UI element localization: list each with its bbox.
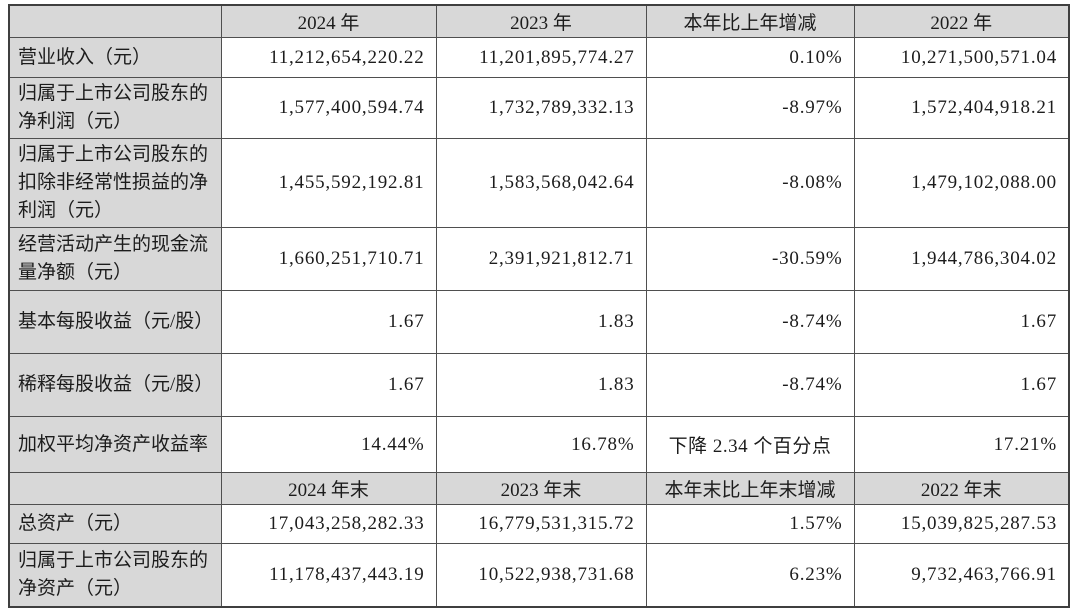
value-cell: 1.83 bbox=[435, 353, 647, 417]
row-label: 营业收入（元） bbox=[8, 37, 222, 78]
value-cell: -30.59% bbox=[645, 227, 855, 291]
table-row: 经营活动产生的现金流量净额（元） 1,660,251,710.71 2,391,92… bbox=[8, 227, 1070, 291]
column-header: 2024 年 bbox=[220, 4, 437, 38]
value-cell: 16,779,531,315.72 bbox=[435, 504, 647, 544]
value-cell: -8.74% bbox=[645, 290, 855, 354]
value-cell: 1,479,102,088.00 bbox=[853, 138, 1070, 228]
table-row: 归属于上市公司股东的净利润（元） 1,577,400,594.74 1,732,78… bbox=[8, 77, 1070, 139]
row-label: 归属于上市公司股东的扣除非经常性损益的净利润（元） bbox=[8, 138, 222, 228]
value-cell: 1,572,404,918.21 bbox=[853, 77, 1070, 139]
column-header: 2023 年末 bbox=[435, 472, 647, 505]
column-header: 2023 年 bbox=[435, 4, 647, 38]
value-cell: 10,271,500,571.04 bbox=[853, 37, 1070, 78]
value-cell: 14.44% bbox=[220, 416, 437, 473]
value-cell: -8.08% bbox=[645, 138, 855, 228]
corner-cell bbox=[8, 4, 222, 38]
table-body: 2024 年 2023 年本年比上年增减 2022 年营业收入（元） 11,212,6… bbox=[8, 4, 1070, 607]
row-label: 归属于上市公司股东的净资产（元） bbox=[8, 543, 222, 607]
table-header-row: 2024 年末 2023 年末 本年末比上年末增减 2022 年末 bbox=[8, 472, 1070, 505]
row-label: 经营活动产生的现金流量净额（元） bbox=[8, 227, 222, 291]
table-header-row: 2024 年 2023 年本年比上年增减 2022 年 bbox=[8, 4, 1070, 38]
table-row: 归属于上市公司股东的净资产（元） 11,178,437,443.19 10,522,… bbox=[8, 543, 1070, 607]
value-cell: 10,522,938,731.68 bbox=[435, 543, 647, 607]
table-row: 加权平均净资产收益率 14.44% 16.78% 下降 2.34 个百分点 17.21% bbox=[8, 416, 1070, 473]
value-cell: 1,577,400,594.74 bbox=[220, 77, 437, 139]
table-row: 总资产（元） 17,043,258,282.33 16,779,531,315.72… bbox=[8, 504, 1070, 544]
column-header: 2022 年末 bbox=[853, 472, 1070, 505]
value-cell: 1.67 bbox=[853, 353, 1070, 417]
value-cell: 1,660,251,710.71 bbox=[220, 227, 437, 291]
value-cell: 17,043,258,282.33 bbox=[220, 504, 437, 544]
value-cell: 11,201,895,774.27 bbox=[435, 37, 647, 78]
table-row: 营业收入（元） 11,212,654,220.22 11,201,895,774.2… bbox=[8, 37, 1070, 78]
value-cell: 1,944,786,304.02 bbox=[853, 227, 1070, 291]
row-label: 加权平均净资产收益率 bbox=[8, 416, 222, 473]
value-cell: 1.67 bbox=[220, 353, 437, 417]
financial-summary-table: 2024 年 2023 年本年比上年增减 2022 年营业收入（元） 11,212,6… bbox=[8, 4, 1070, 608]
value-cell: 2,391,921,812.71 bbox=[435, 227, 647, 291]
value-cell: 0.10% bbox=[645, 37, 855, 78]
value-cell: 1.83 bbox=[435, 290, 647, 354]
table-row: 归属于上市公司股东的扣除非经常性损益的净利润（元） 1,455,592,192.8… bbox=[8, 138, 1070, 228]
value-cell: 16.78% bbox=[435, 416, 647, 473]
row-label: 基本每股收益（元/股） bbox=[8, 290, 222, 354]
value-cell: 17.21% bbox=[853, 416, 1070, 473]
value-cell: 1.67 bbox=[220, 290, 437, 354]
value-cell: 11,178,437,443.19 bbox=[220, 543, 437, 607]
value-cell: 6.23% bbox=[645, 543, 855, 607]
value-cell: -8.74% bbox=[645, 353, 855, 417]
value-cell: 1,455,592,192.81 bbox=[220, 138, 437, 228]
column-header: 本年末比上年末增减 bbox=[645, 472, 855, 505]
value-cell: 15,039,825,287.53 bbox=[853, 504, 1070, 544]
column-header: 本年比上年增减 bbox=[645, 4, 855, 38]
row-label: 总资产（元） bbox=[8, 504, 222, 544]
corner-cell bbox=[8, 472, 222, 505]
value-cell: 1.67 bbox=[853, 290, 1070, 354]
table-row: 稀释每股收益（元/股） 1.67 1.83 -8.74% 1.67 bbox=[8, 353, 1070, 417]
column-header: 2022 年 bbox=[853, 4, 1070, 38]
column-header: 2024 年末 bbox=[220, 472, 437, 505]
value-cell: 1,583,568,042.64 bbox=[435, 138, 647, 228]
value-cell: 11,212,654,220.22 bbox=[220, 37, 437, 78]
value-cell: -8.97% bbox=[645, 77, 855, 139]
value-cell: 下降 2.34 个百分点 bbox=[645, 416, 855, 473]
value-cell: 1.57% bbox=[645, 504, 855, 544]
value-cell: 9,732,463,766.91 bbox=[853, 543, 1070, 607]
table-row: 基本每股收益（元/股） 1.67 1.83 -8.74% 1.67 bbox=[8, 290, 1070, 354]
value-cell: 1,732,789,332.13 bbox=[435, 77, 647, 139]
row-label: 归属于上市公司股东的净利润（元） bbox=[8, 77, 222, 139]
row-label: 稀释每股收益（元/股） bbox=[8, 353, 222, 417]
